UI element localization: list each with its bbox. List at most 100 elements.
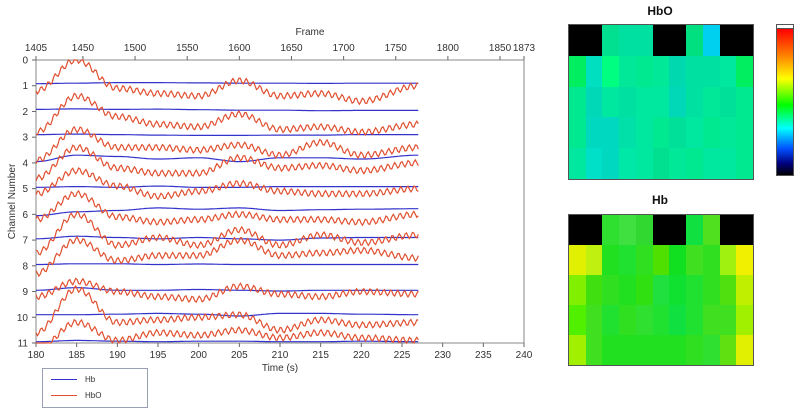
heatmap-cell	[669, 245, 687, 275]
x-tick-label: 190	[109, 350, 126, 361]
top-axis-label: Frame	[296, 27, 325, 38]
x-tick-label: 235	[475, 350, 492, 361]
heatmap-cell	[569, 245, 586, 275]
heatmap-cell	[635, 275, 653, 305]
y-tick-label: 5	[22, 184, 28, 195]
heatmap-cell	[702, 86, 720, 118]
x-tick-label: 220	[353, 350, 370, 361]
series-line-hbo-ch5	[35, 167, 419, 201]
heatmap-cell	[719, 86, 737, 118]
heatmap-cell	[569, 215, 586, 245]
y-tick-label: 11	[18, 339, 29, 350]
colorbar-cap	[776, 24, 794, 28]
heatmap-cell	[602, 245, 620, 275]
series-line-hb-ch7	[36, 235, 419, 241]
top-tick-label: 1873	[513, 43, 536, 54]
x-tick-label: 185	[68, 350, 85, 361]
heatmap-cell	[569, 86, 586, 118]
legend-item-hbo: HbO	[51, 389, 101, 403]
series-line-hbo-ch4	[35, 143, 419, 182]
heatmap-cell	[702, 275, 720, 305]
top-tick-label: 1500	[124, 43, 147, 54]
heatmap-cell	[569, 148, 586, 179]
top-tick-label: 1600	[228, 43, 251, 54]
heatmap-cell	[652, 245, 670, 275]
heatmap-cell	[686, 335, 703, 365]
legend-item-hb: Hb	[51, 373, 95, 387]
heatmap-cell	[635, 86, 653, 118]
heatmap-cell	[719, 245, 737, 275]
heatmap-cell	[635, 305, 653, 335]
heatmap-cell	[719, 335, 737, 365]
heatmap-cell	[669, 215, 687, 245]
heatmap-cell	[736, 275, 753, 305]
heatmap-cell	[719, 148, 737, 179]
x-tick-label: 205	[231, 350, 248, 361]
top-tick-label: 1700	[332, 43, 355, 54]
series-line-hbo-ch7	[35, 210, 419, 256]
heatmap-cell	[669, 275, 687, 305]
heatmap-cell	[652, 86, 670, 118]
heatmap-cell	[602, 86, 620, 118]
heatmap-cell	[686, 55, 703, 87]
series-line-hbo-ch3	[35, 125, 419, 164]
heatmap-cell	[652, 148, 670, 179]
heatmap-cell	[602, 275, 620, 305]
heatmap-cell	[686, 305, 703, 335]
top-tick-label: 1850	[489, 43, 512, 54]
heatmap-cell	[569, 335, 586, 365]
y-tick-label: 3	[22, 133, 28, 144]
heatmap-hbo	[568, 24, 754, 180]
heatmap-cell	[702, 117, 720, 149]
heatmap-cell	[619, 117, 636, 149]
heatmap-cell	[652, 275, 670, 305]
legend: Hb HbO	[42, 368, 148, 408]
series-line-hbo-ch8	[35, 236, 419, 278]
heatmap-cell	[719, 215, 737, 245]
x-tick-label: 240	[516, 350, 533, 361]
heatmap-cell	[686, 25, 703, 56]
y-tick-label: 0	[22, 56, 28, 67]
top-tick-label: 1450	[72, 43, 95, 54]
heatmap-cell	[569, 25, 586, 56]
x-tick-label: 230	[434, 350, 451, 361]
heatmap-cell	[569, 55, 586, 87]
series-line-hb-ch4	[36, 154, 419, 163]
heatmap-cell	[619, 86, 636, 118]
colorbar	[776, 28, 794, 176]
heatmap-cell	[669, 305, 687, 335]
heatmap-cell	[585, 55, 603, 87]
heatmap-cell	[669, 86, 687, 118]
heatmap-cell	[719, 305, 737, 335]
legend-line-hb	[51, 379, 77, 381]
y-tick-label: 4	[22, 158, 28, 169]
x-tick-label: 225	[394, 350, 411, 361]
heatmap-cell	[736, 25, 753, 56]
heatmap-cell	[619, 305, 636, 335]
heatmap-cell	[686, 148, 703, 179]
heatmap-hb-title: Hb	[652, 193, 668, 207]
series-line-hb-ch8	[36, 263, 419, 266]
series-line-hbo-ch9	[35, 277, 419, 304]
heatmap-cell	[569, 275, 586, 305]
top-tick-label: 1550	[176, 43, 199, 54]
x-tick-label: 200	[190, 350, 207, 361]
heatmap-cell	[619, 215, 636, 245]
series-line-hbo-ch1	[35, 59, 419, 106]
y-axis-label: Channel Number	[7, 163, 18, 239]
y-tick-label: 6	[22, 210, 28, 221]
heatmap-cell	[585, 117, 603, 149]
top-tick-label: 1405	[25, 43, 48, 54]
heatmap-cell	[619, 55, 636, 87]
heatmap-cell	[652, 55, 670, 87]
heatmap-cell	[719, 55, 737, 87]
heatmap-cell	[585, 86, 603, 118]
heatmap-cell	[686, 215, 703, 245]
heatmap-cell	[719, 275, 737, 305]
heatmap-cell	[602, 335, 620, 365]
heatmap-cell	[652, 215, 670, 245]
heatmap-cell	[686, 117, 703, 149]
heatmap-cell	[635, 148, 653, 179]
heatmap-cell	[585, 25, 603, 56]
